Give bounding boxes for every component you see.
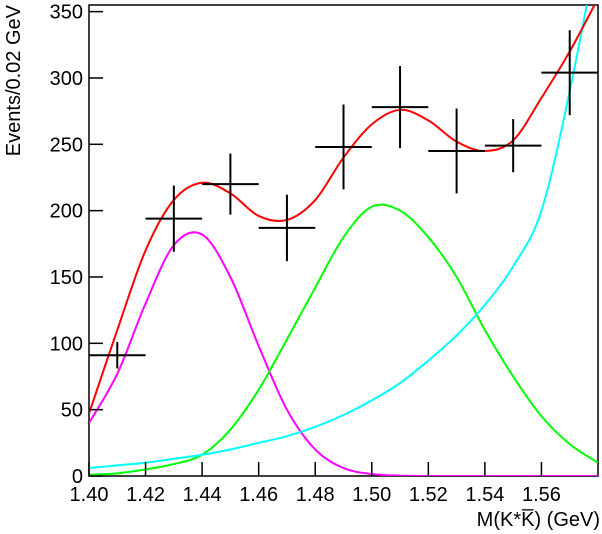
y-tick-label: 200: [50, 201, 83, 223]
x-tick-label: 1.56: [522, 484, 561, 506]
x-tick-label: 1.40: [70, 484, 109, 506]
x-tick-label: 1.46: [239, 484, 278, 506]
fit-curve: [89, 5, 596, 414]
y-tick-label: 50: [61, 400, 83, 422]
x-tick-label: 1.50: [352, 484, 391, 506]
y-tick-label: 350: [50, 2, 83, 24]
fit-curve: [89, 203, 598, 476]
fit-curve: [89, 5, 588, 470]
x-tick-label: 1.48: [296, 484, 335, 506]
x-tick-label: 1.42: [126, 484, 165, 506]
y-tick-label: 100: [50, 333, 83, 355]
y-axis-title: Events/0.02 GeV: [3, 4, 25, 156]
x-tick-label: 1.44: [183, 484, 222, 506]
x-tick-label: 1.52: [409, 484, 448, 506]
y-tick-label: 250: [50, 134, 83, 156]
plot-frame: [88, 4, 599, 477]
fit-curve: [89, 231, 598, 476]
x-axis-title: M(K*K̅) (GeV): [477, 508, 600, 531]
y-tick-label: 0: [72, 466, 83, 488]
y-tick-label: 150: [50, 267, 83, 289]
y-tick-label: 300: [50, 68, 83, 90]
x-tick-label: 1.54: [465, 484, 504, 506]
curves: [89, 5, 598, 476]
